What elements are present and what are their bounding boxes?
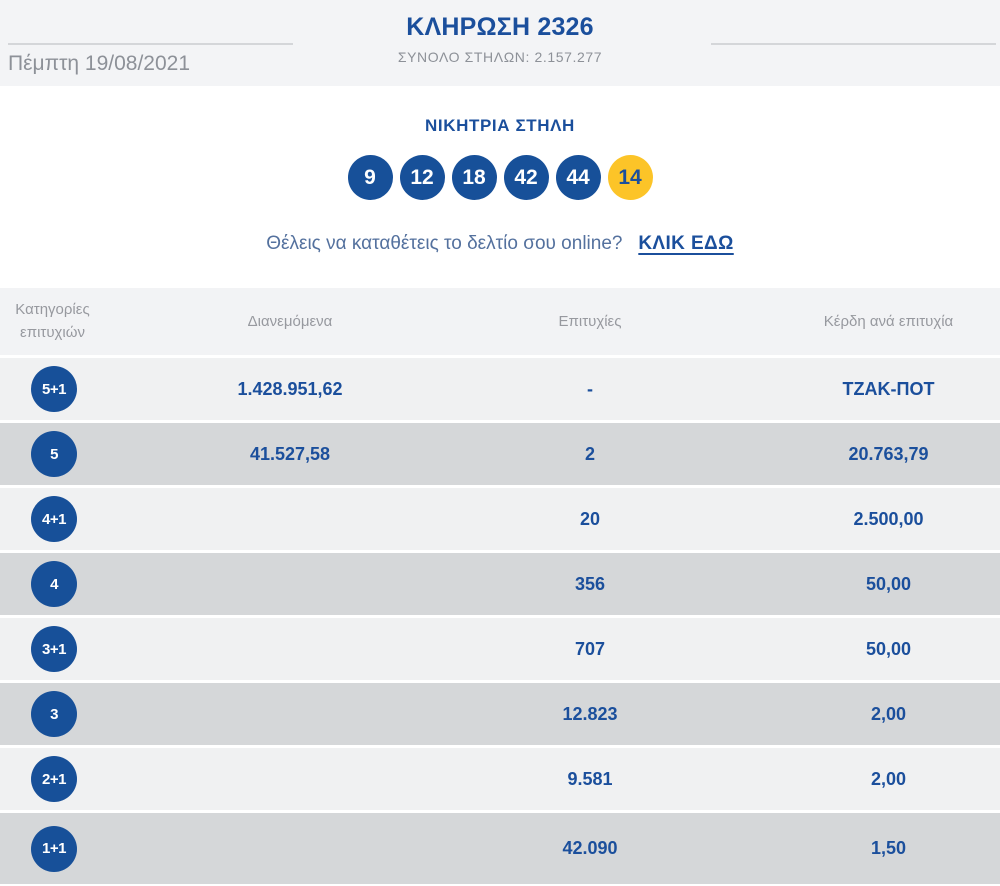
winning-column-title: ΝΙΚΗΤΡΙΑ ΣΤΗΛΗ bbox=[425, 116, 575, 135]
prize-value: 2.500,00 bbox=[853, 508, 924, 529]
header-divider-right bbox=[711, 43, 996, 45]
category-badge: 3+1 bbox=[31, 626, 77, 672]
draw-title: ΚΛΗΡΩΣΗ 2326 bbox=[406, 13, 594, 41]
distributed-value: 1.428.951,62 bbox=[237, 378, 343, 399]
category-badge: 2+1 bbox=[31, 756, 77, 802]
wins-value: 9.581 bbox=[567, 768, 613, 789]
prize-value: 50,00 bbox=[865, 573, 912, 594]
joker-number-ball: 14 bbox=[607, 155, 653, 200]
wins-value: - bbox=[587, 378, 593, 399]
table-header-row: Κατηγορίες επιτυχιών Διανεμόμενα Επιτυχί… bbox=[0, 288, 1000, 355]
winning-number-ball: 9 bbox=[347, 155, 393, 200]
table-row: 5+1 1.428.951,62 - ΤΖΑΚ-ΠΟΤ bbox=[0, 358, 1000, 420]
prize-categories-table: Κατηγορίες επιτυχιών Διανεμόμενα Επιτυχί… bbox=[0, 288, 1000, 884]
category-badge: 4 bbox=[31, 561, 77, 607]
wins-value: 20 bbox=[579, 508, 601, 529]
category-badge: 3 bbox=[31, 691, 77, 737]
cta-question: Θέλεις να καταθέτεις το δελτίο σου onlin… bbox=[266, 233, 623, 254]
col-header-wins: Επιτυχίες bbox=[558, 313, 622, 330]
draw-date: Πέμπτη 19/08/2021 bbox=[8, 52, 191, 75]
distributed-value: 41.527,58 bbox=[249, 443, 331, 464]
table-row: 2+1 9.581 2,00 bbox=[0, 748, 1000, 810]
category-badge: 1+1 bbox=[31, 825, 77, 872]
table-row: 4 356 50,00 bbox=[0, 553, 1000, 615]
cta-line: Θέλεις να καταθέτεις το δελτίο σου onlin… bbox=[0, 233, 1000, 255]
table-row: 3 12.823 2,00 bbox=[0, 683, 1000, 745]
click-here-link[interactable]: ΚΛΙΚ ΕΔΩ bbox=[638, 233, 734, 254]
category-badge: 5+1 bbox=[31, 366, 77, 412]
winning-number-ball: 18 bbox=[451, 155, 497, 200]
wins-value: 42.090 bbox=[562, 838, 618, 858]
winning-number-ball: 42 bbox=[503, 155, 549, 200]
winning-number-ball: 12 bbox=[399, 155, 445, 200]
prize-value: 2,00 bbox=[870, 703, 907, 724]
winning-numbers: 9 12 18 42 44 14 bbox=[0, 155, 1000, 200]
table-row: 3+1 707 50,00 bbox=[0, 618, 1000, 680]
category-badge: 5 bbox=[31, 431, 77, 477]
prize-value: 2,00 bbox=[870, 768, 907, 789]
table-row: 5 41.527,58 2 20.763,79 bbox=[0, 423, 1000, 485]
prize-value: 50,00 bbox=[865, 638, 912, 659]
col-header-prize: Κέρδη ανά επιτυχία bbox=[823, 313, 954, 330]
winning-section: ΝΙΚΗΤΡΙΑ ΣΤΗΛΗ 9 12 18 42 44 14 Θέλεις ν… bbox=[0, 86, 1000, 255]
col-header-categories: Κατηγορίες επιτυχιών bbox=[15, 301, 90, 341]
prize-value: 1,50 bbox=[870, 838, 907, 858]
wins-value: 707 bbox=[574, 638, 606, 659]
wins-value: 356 bbox=[574, 573, 606, 594]
col-header-distributed: Διανεμόμενα bbox=[247, 313, 333, 330]
prize-value: 20.763,79 bbox=[848, 443, 929, 464]
wins-value: 12.823 bbox=[562, 703, 618, 724]
table-row: 4+1 20 2.500,00 bbox=[0, 488, 1000, 550]
category-badge: 4+1 bbox=[31, 496, 77, 542]
table-row: 1+1 42.090 1,50 bbox=[0, 813, 1000, 884]
wins-value: 2 bbox=[584, 443, 595, 464]
draw-header: ΚΛΗΡΩΣΗ 2326 Πέμπτη 19/08/2021 ΣΥΝΟΛΟ ΣΤ… bbox=[0, 0, 1000, 86]
total-columns: ΣΥΝΟΛΟ ΣΤΗΛΩΝ: 2.157.277 bbox=[397, 49, 603, 65]
winning-number-ball: 44 bbox=[555, 155, 601, 200]
header-divider-left bbox=[8, 43, 293, 45]
prize-value: ΤΖΑΚ-ΠΟΤ bbox=[842, 378, 935, 399]
